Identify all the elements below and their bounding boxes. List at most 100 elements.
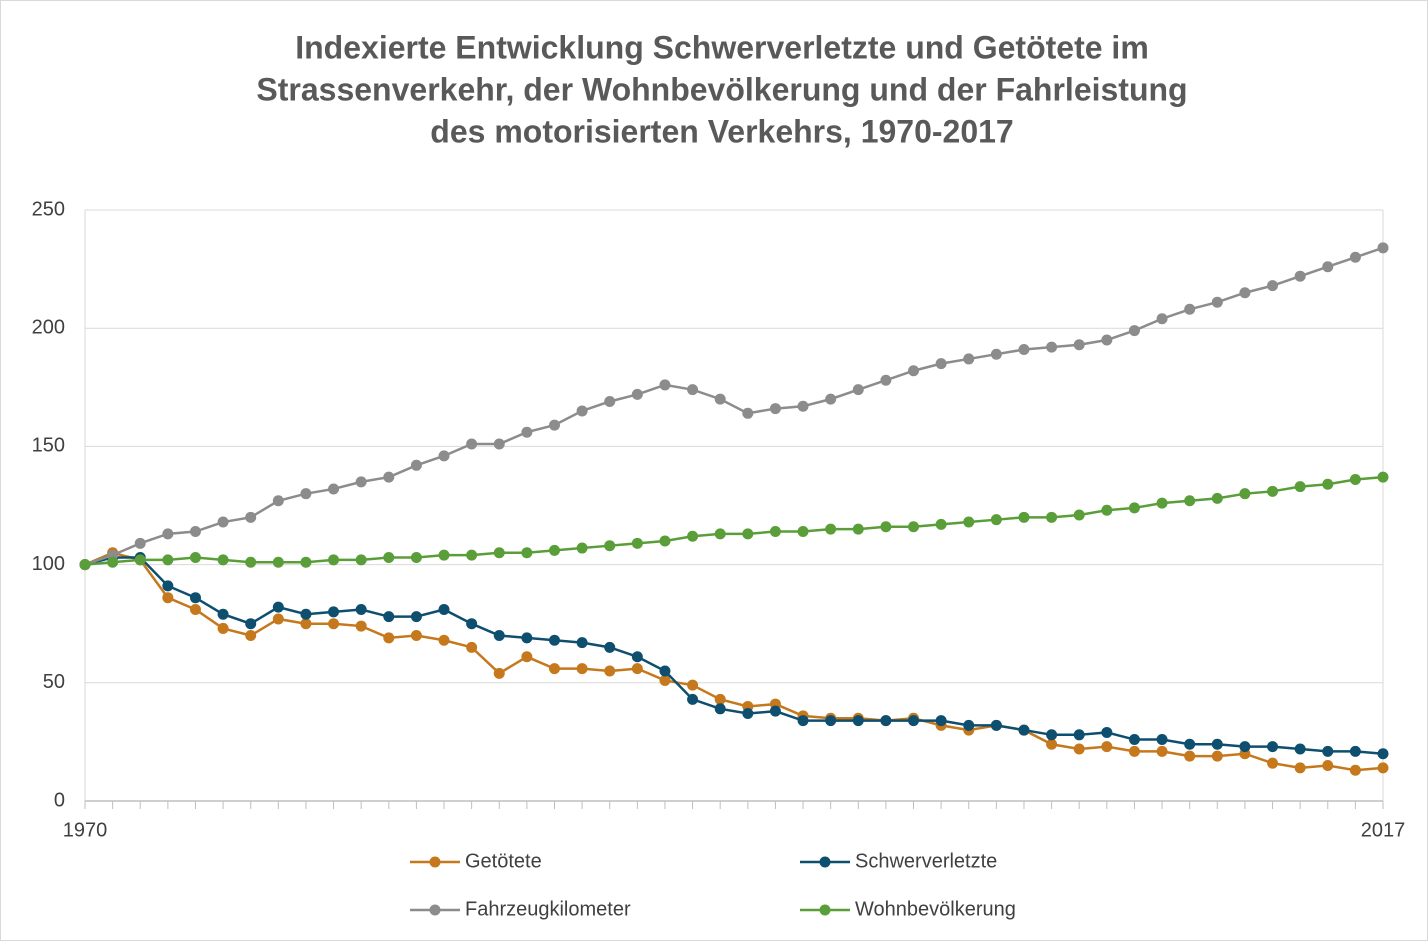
data-point: [1267, 485, 1279, 497]
data-point: [1349, 251, 1361, 263]
data-point: [245, 511, 257, 523]
data-point: [300, 618, 312, 630]
y-tick-label: 150: [32, 435, 65, 457]
data-point: [631, 651, 643, 663]
data-point: [134, 537, 146, 549]
data-point: [438, 450, 450, 462]
data-point: [328, 618, 340, 630]
data-point: [714, 703, 726, 715]
data-point: [880, 521, 892, 533]
data-point: [162, 528, 174, 540]
data-point: [963, 516, 975, 528]
data-point: [1377, 748, 1389, 760]
data-point: [604, 540, 616, 552]
data-point: [1211, 738, 1223, 750]
y-tick-label: 50: [43, 671, 65, 693]
data-point: [1101, 504, 1113, 516]
data-point: [493, 630, 505, 642]
data-point: [1101, 741, 1113, 753]
data-point: [189, 592, 201, 604]
data-point: [714, 693, 726, 705]
data-point: [852, 384, 864, 396]
data-point: [1349, 745, 1361, 757]
data-point: [438, 549, 450, 561]
data-point: [548, 419, 560, 431]
data-point: [963, 353, 975, 365]
data-point: [769, 526, 781, 538]
legend-label: Getötete: [465, 850, 542, 872]
data-point: [714, 528, 726, 540]
data-point: [769, 705, 781, 717]
data-point: [687, 693, 699, 705]
data-point: [880, 374, 892, 386]
data-point: [1211, 296, 1223, 308]
data-point: [990, 348, 1002, 360]
data-point: [410, 459, 422, 471]
data-point: [245, 618, 257, 630]
data-point: [162, 554, 174, 566]
data-point: [1073, 743, 1085, 755]
legend-marker: [429, 904, 441, 916]
data-point: [1294, 270, 1306, 282]
data-point: [410, 552, 422, 564]
data-point: [576, 405, 588, 417]
data-point: [769, 403, 781, 415]
data-point: [1239, 287, 1251, 299]
data-point: [1128, 745, 1140, 757]
data-point: [162, 580, 174, 592]
data-point: [1267, 741, 1279, 753]
data-point: [466, 438, 478, 450]
y-tick-label: 250: [32, 198, 65, 220]
data-point: [659, 535, 671, 547]
data-point: [245, 630, 257, 642]
data-point: [328, 483, 340, 495]
x-tick-label: 1970: [63, 819, 108, 841]
data-point: [631, 663, 643, 675]
data-point: [355, 604, 367, 616]
data-point: [631, 388, 643, 400]
data-point: [852, 523, 864, 535]
data-point: [493, 667, 505, 679]
data-point: [1073, 729, 1085, 741]
data-point: [687, 384, 699, 396]
data-point: [1128, 325, 1140, 337]
data-point: [1073, 509, 1085, 521]
data-point: [1322, 745, 1334, 757]
data-point: [162, 592, 174, 604]
data-point: [548, 544, 560, 556]
data-point: [1349, 764, 1361, 776]
data-point: [383, 471, 395, 483]
data-point: [466, 641, 478, 653]
data-point: [79, 559, 91, 571]
data-point: [1156, 745, 1168, 757]
data-point: [300, 556, 312, 568]
data-point: [383, 611, 395, 623]
data-point: [217, 554, 229, 566]
data-point: [1156, 313, 1168, 325]
data-point: [797, 715, 809, 727]
y-tick-label: 0: [54, 789, 65, 811]
data-point: [908, 521, 920, 533]
data-point: [217, 516, 229, 528]
data-point: [742, 528, 754, 540]
data-point: [1267, 757, 1279, 769]
data-point: [1322, 760, 1334, 772]
data-point: [797, 400, 809, 412]
data-point: [742, 708, 754, 720]
data-point: [1239, 741, 1251, 753]
data-point: [963, 719, 975, 731]
data-point: [1073, 339, 1085, 351]
data-point: [548, 663, 560, 675]
data-point: [935, 358, 947, 370]
data-point: [493, 438, 505, 450]
data-point: [825, 715, 837, 727]
data-point: [742, 407, 754, 419]
data-point: [935, 715, 947, 727]
legend-marker: [429, 856, 441, 868]
data-point: [1046, 511, 1058, 523]
chart-title: des motorisierten Verkehrs, 1970-2017: [430, 113, 1013, 149]
data-point: [1294, 743, 1306, 755]
data-point: [714, 393, 726, 405]
data-point: [383, 552, 395, 564]
